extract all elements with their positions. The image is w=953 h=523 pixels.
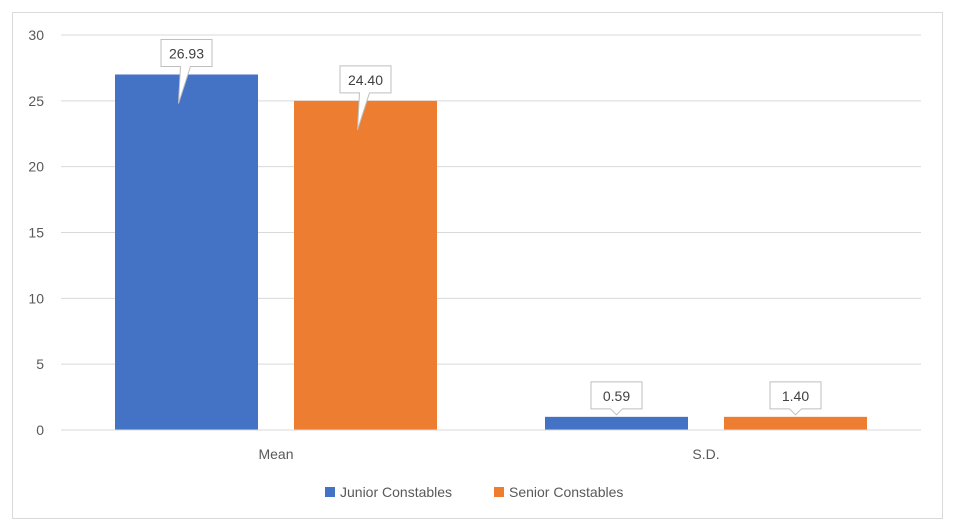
- legend-label: Senior Constables: [509, 484, 623, 500]
- y-tick-label: 5: [36, 356, 44, 372]
- bar-0-0: [115, 74, 258, 430]
- data-label-callout: [590, 381, 643, 416]
- x-category-label: Mean: [258, 446, 293, 462]
- data-label-callout: [769, 381, 822, 416]
- bar-1-1: [724, 416, 867, 430]
- legend-swatch-0: [325, 487, 335, 497]
- y-tick-label: 10: [28, 290, 44, 306]
- data-label: 24.40: [348, 72, 383, 88]
- bar-0-1: [294, 100, 437, 430]
- y-tick-label: 20: [28, 159, 44, 175]
- y-tick-label: 0: [36, 422, 44, 438]
- data-label-callout: [160, 39, 213, 104]
- bar-1-0: [545, 416, 688, 430]
- y-tick-label: 30: [28, 27, 44, 43]
- data-label: 0.59: [603, 388, 630, 404]
- x-category-label: S.D.: [692, 446, 719, 462]
- y-tick-label: 15: [28, 225, 44, 241]
- data-label: 1.40: [782, 388, 809, 404]
- legend-label: Junior Constables: [340, 484, 452, 500]
- data-label-callout: [339, 65, 392, 130]
- y-tick-label: 25: [28, 93, 44, 109]
- data-label: 26.93: [169, 46, 204, 62]
- legend-swatch-1: [494, 487, 504, 497]
